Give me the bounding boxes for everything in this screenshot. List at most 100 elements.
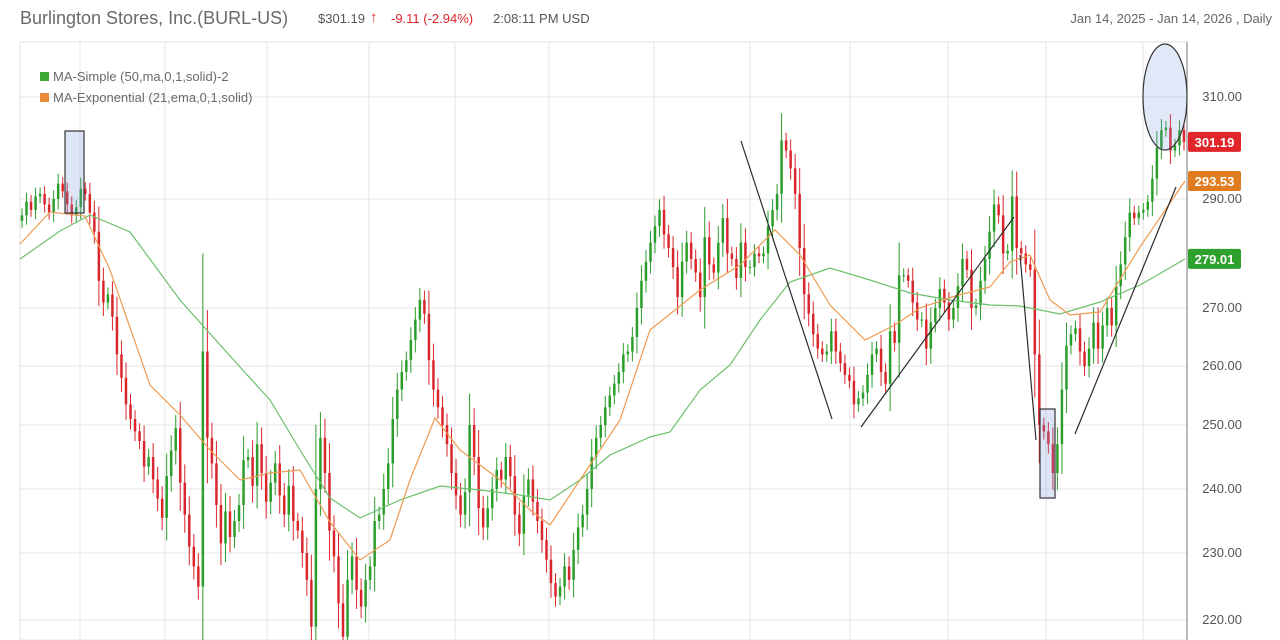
candle-body	[405, 360, 408, 372]
candle-body	[1146, 201, 1150, 210]
candle-body	[599, 425, 602, 438]
candle-body	[834, 331, 838, 352]
candle-body	[1137, 212, 1141, 219]
candle-body	[576, 527, 580, 550]
candle-body	[617, 371, 621, 384]
candle-body	[368, 566, 372, 580]
candle-body	[328, 473, 331, 531]
candle-body	[355, 556, 358, 590]
legend-item-ema[interactable]: MA-Exponential (21,ema,0,1,solid)	[40, 87, 252, 108]
candle-body	[870, 354, 874, 375]
candle-body	[129, 404, 132, 420]
candle-body	[436, 389, 440, 408]
candle-body	[793, 168, 797, 194]
y-tick-label: 290.00	[1202, 191, 1242, 206]
y-tick-label: 240.00	[1202, 481, 1242, 496]
candle-body	[391, 419, 394, 464]
candle-body	[965, 258, 969, 270]
candle-body	[1038, 354, 1041, 425]
candle-body	[20, 215, 24, 221]
candle-body	[142, 441, 146, 467]
candle-body	[775, 193, 779, 210]
legend-item-sma[interactable]: MA-Simple (50,ma,0,1,solid)-2	[40, 66, 252, 87]
legend-label-ema: MA-Exponential (21,ema,0,1,solid)	[53, 90, 253, 105]
candle-body	[802, 248, 806, 295]
candle-body	[622, 354, 625, 372]
candle-body	[848, 374, 851, 381]
candle-body	[1182, 130, 1186, 142]
candle-body	[943, 288, 946, 303]
candle-body	[594, 437, 598, 457]
candle-body	[879, 348, 883, 372]
candle-body	[875, 348, 878, 355]
candle-body	[680, 261, 684, 298]
candle-body	[861, 392, 865, 399]
candle-body	[590, 457, 593, 489]
candle-body	[102, 280, 105, 303]
candle-body	[400, 371, 404, 390]
candle-body	[414, 319, 417, 340]
candle-body	[1047, 431, 1050, 445]
candle-body	[830, 331, 833, 352]
price-time: 2:08:11 PM USD	[493, 11, 590, 26]
candle-body	[246, 457, 250, 461]
candle-body	[160, 498, 164, 518]
candle-body	[1001, 215, 1005, 254]
candle-body	[558, 586, 562, 597]
candle-body	[314, 489, 318, 627]
price-change: -9.11 (-2.94%)	[391, 11, 474, 26]
candle-body	[1078, 328, 1082, 352]
candle-body	[206, 351, 209, 438]
candle-body	[1056, 444, 1059, 473]
y-tick-label: 260.00	[1202, 358, 1242, 373]
candle-body	[735, 258, 738, 279]
candle-body	[992, 204, 996, 232]
candle-body	[264, 473, 268, 502]
candle-body	[852, 380, 856, 405]
candle-body	[337, 556, 340, 604]
candle-body	[667, 234, 670, 249]
candle-body	[748, 267, 752, 269]
candle-body	[816, 334, 820, 349]
candle-body	[282, 495, 286, 515]
candle-body	[346, 579, 349, 637]
candle-body	[527, 479, 530, 496]
candle-body	[292, 485, 295, 521]
candle-body	[215, 463, 218, 505]
candle-body	[296, 521, 300, 531]
candle-body	[486, 508, 489, 528]
ema-21-line	[19, 180, 1186, 561]
candle-body	[563, 566, 566, 587]
candle-body	[350, 556, 354, 580]
candle-body	[1105, 308, 1109, 326]
candle-body	[771, 209, 774, 227]
legend-swatch-sma	[40, 72, 49, 81]
trendline-1	[860, 216, 1015, 428]
trendline-0	[740, 140, 833, 420]
candle-body	[1024, 253, 1027, 265]
candle-body	[97, 231, 101, 281]
y-tick-label: 220.00	[1202, 612, 1242, 627]
candle-body	[1114, 286, 1118, 326]
candle-body	[753, 253, 756, 268]
candle-body	[585, 489, 589, 515]
candle-body	[798, 193, 801, 249]
candle-body	[174, 428, 177, 451]
candle-body	[120, 354, 123, 378]
candle-body	[111, 294, 114, 317]
candle-body	[1029, 264, 1032, 270]
indicator-legend: MA-Simple (50,ma,0,1,solid)-2 MA-Exponen…	[40, 66, 252, 108]
candle-body	[197, 566, 200, 587]
candle-body	[382, 489, 385, 515]
candle-body	[920, 319, 924, 321]
candle-body	[780, 140, 783, 194]
candle-body	[224, 511, 227, 544]
candle-body	[192, 546, 196, 567]
candle-body	[536, 501, 539, 521]
candle-body	[52, 199, 55, 213]
candle-body	[472, 425, 476, 457]
candle-body	[138, 431, 141, 441]
candle-body	[427, 313, 431, 361]
arrow-up-icon: ↑	[370, 9, 378, 26]
